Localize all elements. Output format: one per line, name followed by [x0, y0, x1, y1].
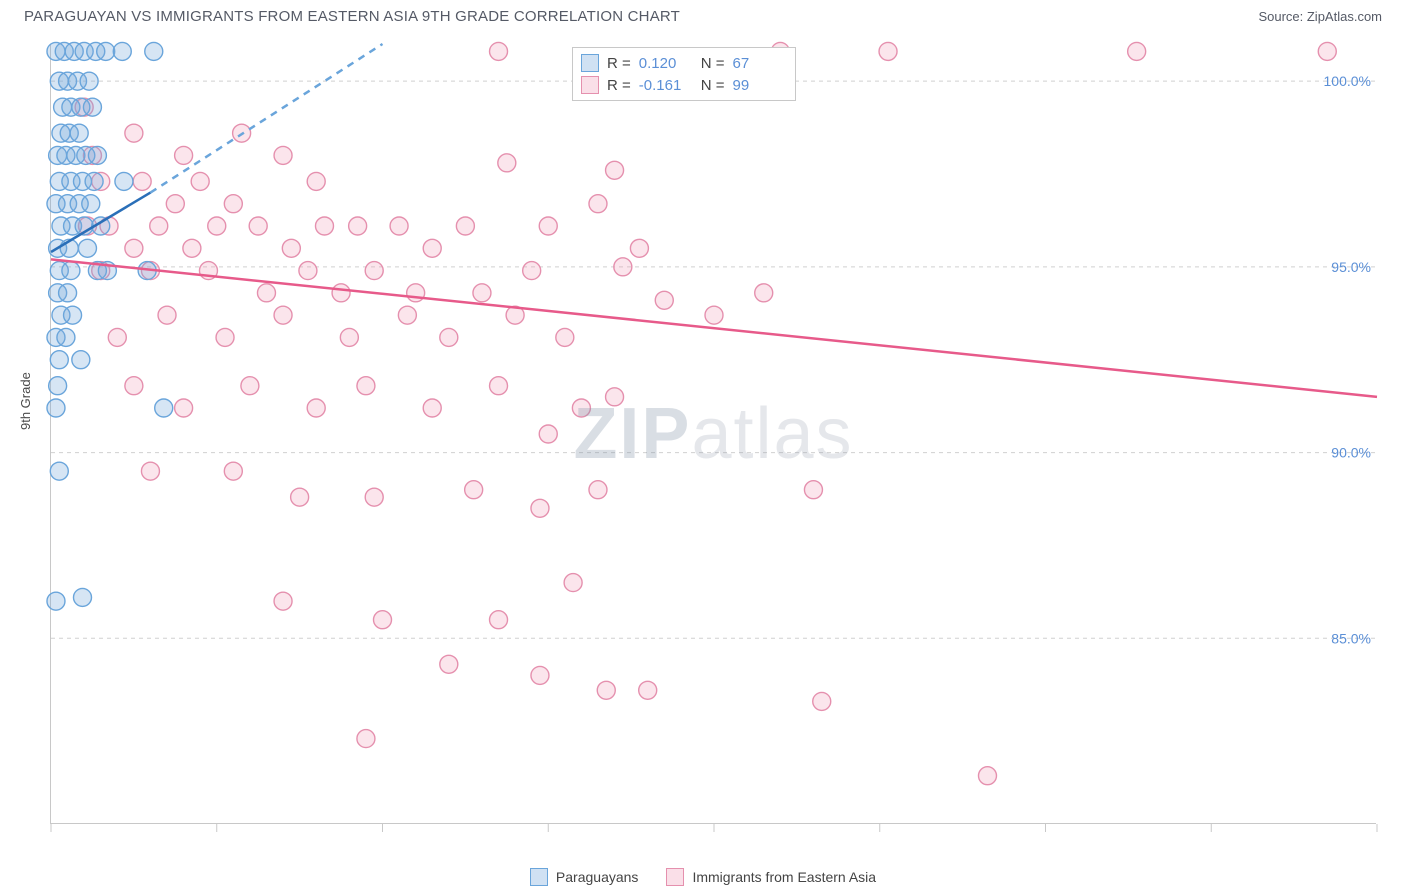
- scatter-chart: 85.0%90.0%95.0%100.0% ZIPatlas: [50, 44, 1376, 824]
- stat-r-blue: 0.120: [639, 55, 693, 72]
- stat-r-label: R =: [607, 77, 631, 94]
- stat-n-blue: 67: [733, 55, 787, 72]
- stat-n-label: N =: [701, 77, 725, 94]
- stat-r-label: R =: [607, 55, 631, 72]
- swatch-pink-icon: [666, 868, 684, 886]
- stats-row-pink: R = -0.161 N = 99: [581, 74, 787, 96]
- stats-legend-box: R = 0.120 N = 67 R = -0.161 N = 99: [572, 47, 796, 101]
- legend-item-blue: Paraguayans: [530, 868, 639, 886]
- chart-svg: 85.0% 90.0% 95.0% 100.0%: [51, 44, 1376, 823]
- legend-blue-label: Paraguayans: [556, 869, 639, 885]
- svg-text:100.0%: 100.0%: [1324, 73, 1371, 89]
- stat-n-pink: 99: [733, 77, 787, 94]
- svg-text:95.0%: 95.0%: [1331, 259, 1371, 275]
- source-attribution: Source: ZipAtlas.com: [1258, 9, 1382, 24]
- legend-item-pink: Immigrants from Eastern Asia: [666, 868, 876, 886]
- swatch-blue-icon: [530, 868, 548, 886]
- svg-text:90.0%: 90.0%: [1331, 445, 1371, 461]
- legend-pink-label: Immigrants from Eastern Asia: [692, 869, 876, 885]
- swatch-blue-icon: [581, 54, 599, 72]
- stat-n-label: N =: [701, 55, 725, 72]
- svg-text:85.0%: 85.0%: [1331, 630, 1371, 646]
- swatch-pink-icon: [581, 76, 599, 94]
- y-axis-title: 9th Grade: [18, 372, 33, 430]
- chart-title: PARAGUAYAN VS IMMIGRANTS FROM EASTERN AS…: [24, 8, 680, 25]
- stats-row-blue: R = 0.120 N = 67: [581, 52, 787, 74]
- legend-bottom: Paraguayans Immigrants from Eastern Asia: [0, 868, 1406, 886]
- stat-r-pink: -0.161: [639, 77, 693, 94]
